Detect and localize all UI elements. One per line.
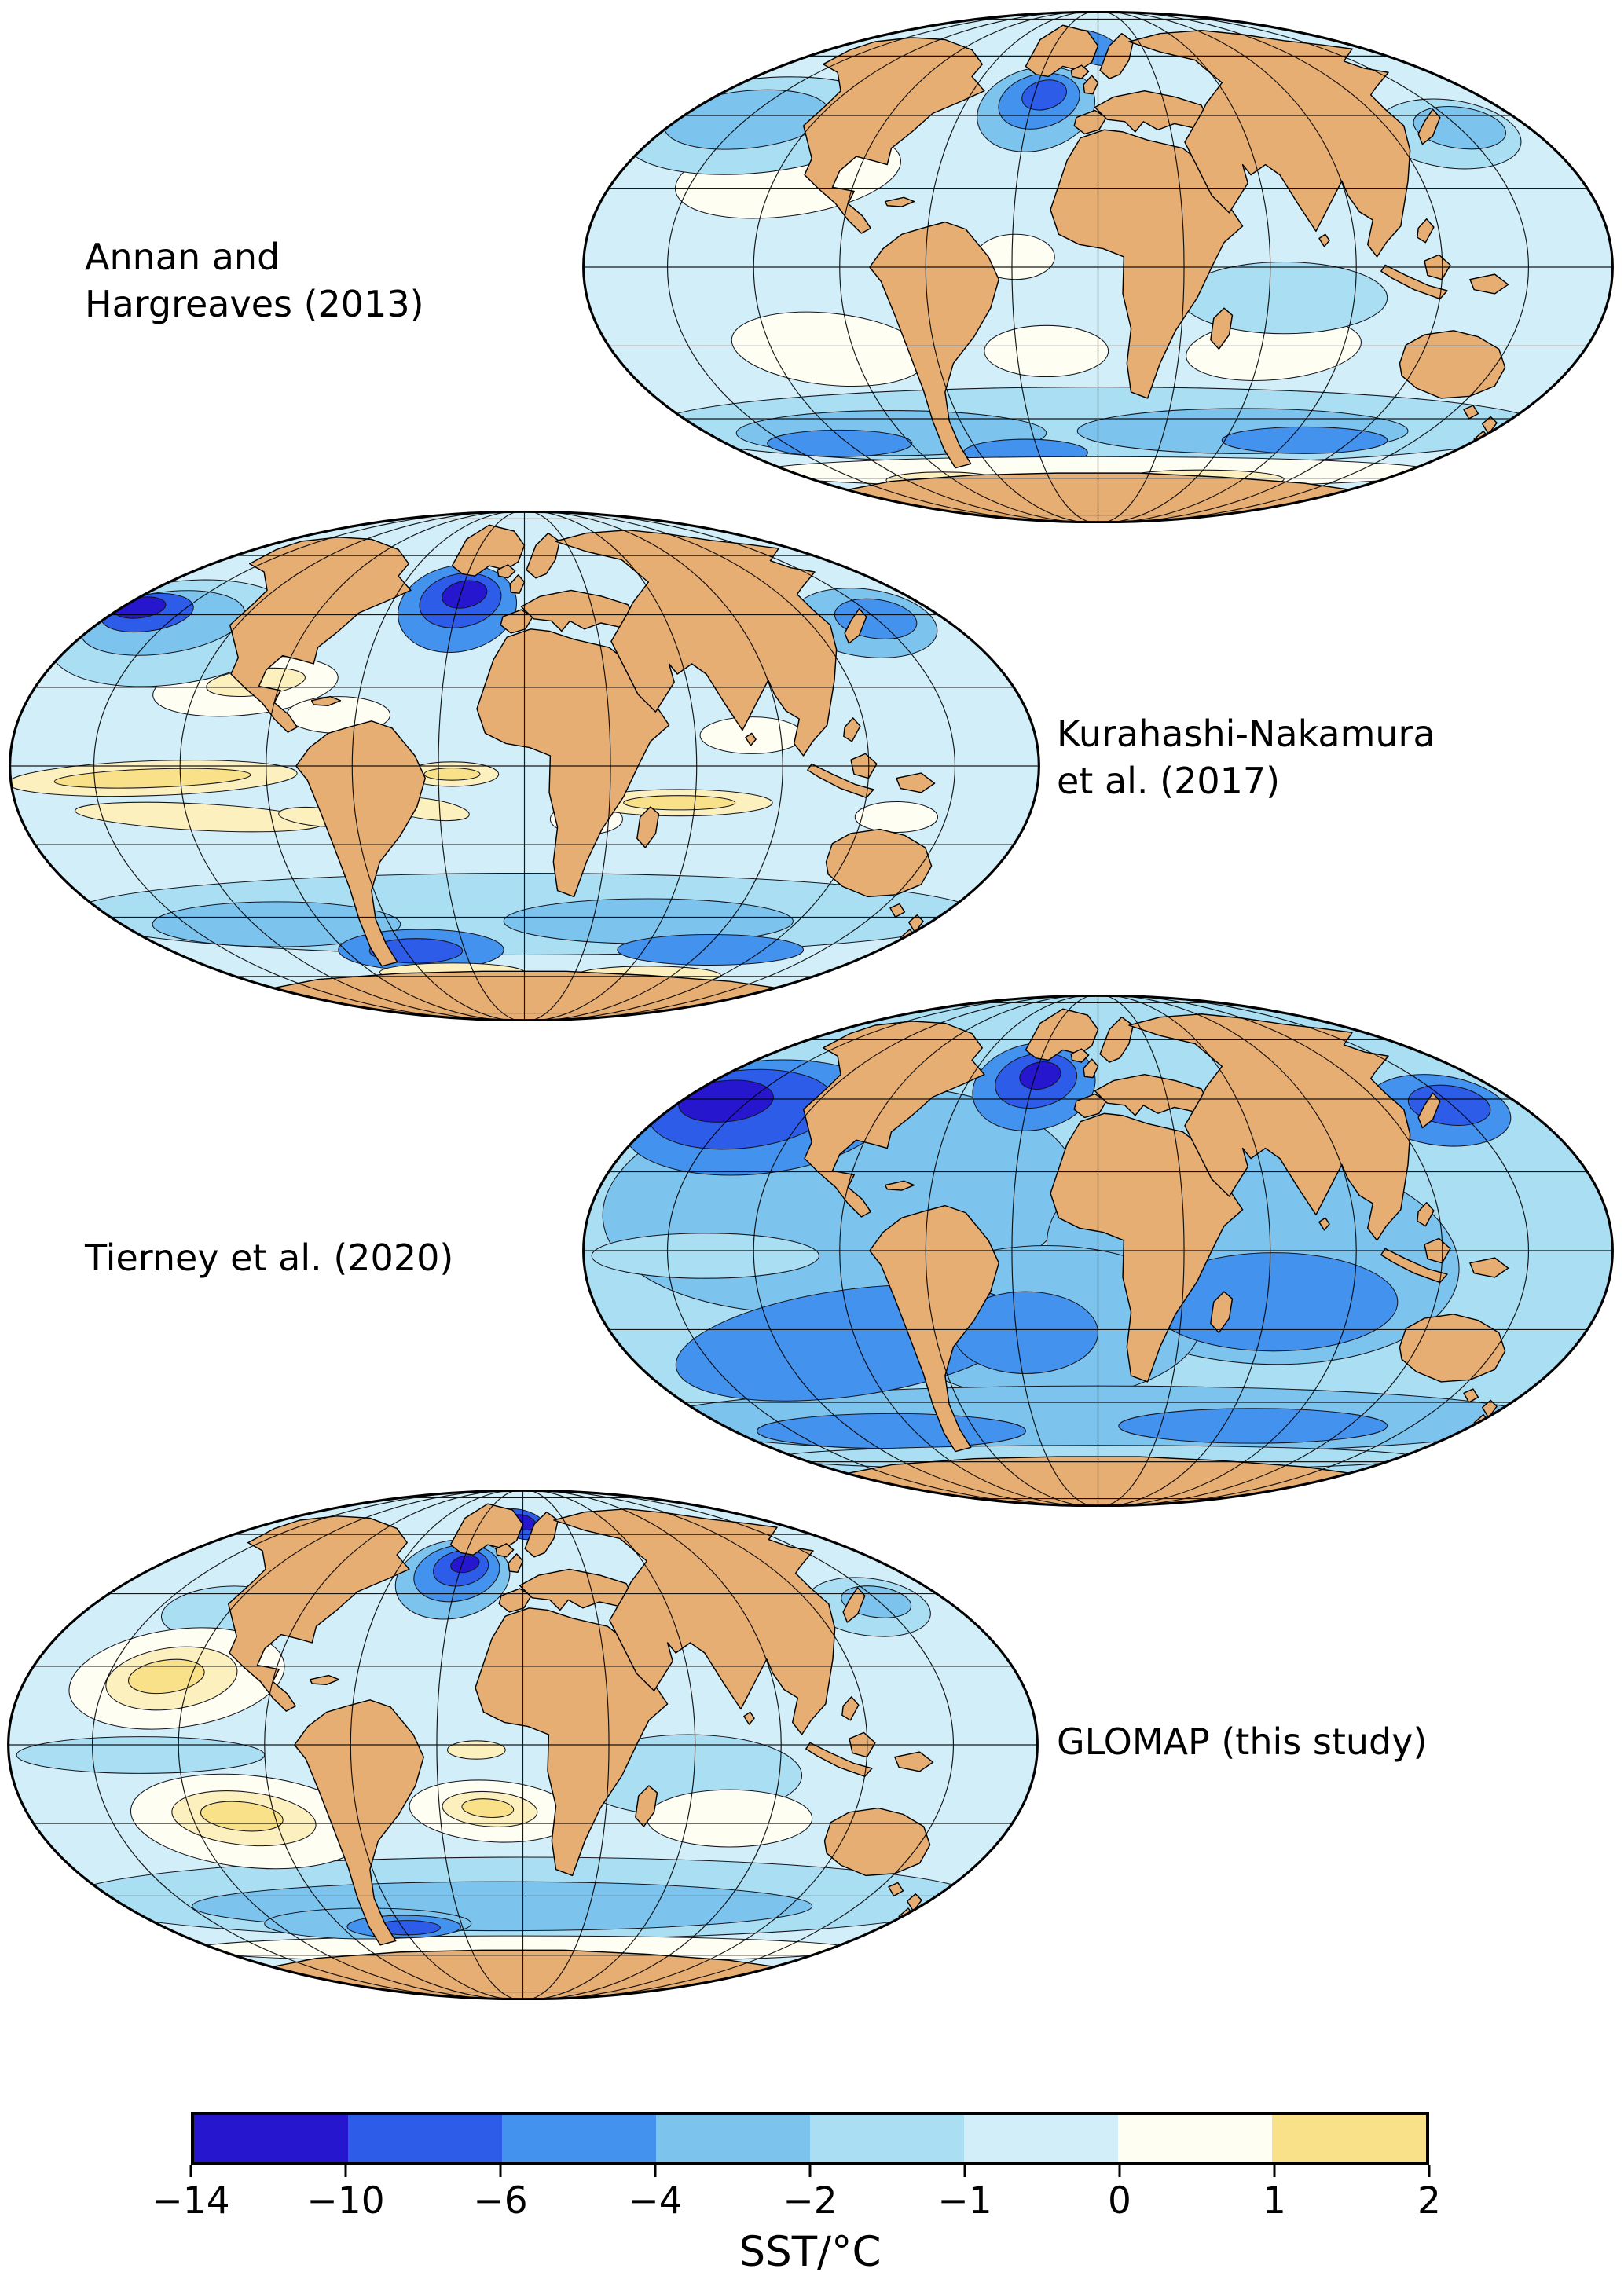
colorbar-tick-label: −6 <box>473 2179 528 2223</box>
colorbar-ticklabels: −14 −10 −6 −4 −2 −1 0 1 2 <box>152 2179 1441 2226</box>
colorbar-tick-label: 1 <box>1263 2179 1286 2223</box>
colorbar-tick-label: −1 <box>937 2179 992 2223</box>
colorbar-tick-mark <box>1118 2165 1121 2177</box>
colorbar-axis-label: SST/°C <box>739 2228 882 2272</box>
panel-label-annan: Annan and Hargreaves (2013) <box>85 236 424 325</box>
colorbar-segment <box>656 2115 810 2162</box>
map-clip-group <box>583 12 1613 522</box>
colorbar-segment <box>964 2115 1118 2162</box>
map-outline <box>7 1490 1039 2000</box>
colorbar-bar <box>191 2112 1429 2165</box>
map-kurahashi-nakamura <box>9 511 1040 1021</box>
map-tierney <box>582 995 1614 1507</box>
colorbar-tick-mark <box>1428 2165 1431 2177</box>
panel-label-kurahashi: Kurahashi-Nakamura et al. (2017) <box>1057 713 1435 802</box>
colorbar-tick-mark <box>499 2165 502 2177</box>
colorbar-tick-label: 2 <box>1417 2179 1441 2223</box>
map-clip-group <box>9 511 1039 1021</box>
colorbar-segment <box>348 2115 502 2162</box>
colorbar-tick-mark <box>189 2165 192 2177</box>
map-annan-hargreaves <box>582 11 1614 523</box>
colorbar-tick-mark <box>963 2165 966 2177</box>
colorbar-tick-label: 0 <box>1108 2179 1131 2223</box>
colorbar-tick-label: −10 <box>306 2179 385 2223</box>
map-glomap <box>7 1490 1039 2000</box>
map-outline <box>582 11 1614 523</box>
colorbar-segment <box>1118 2115 1272 2162</box>
colorbar-ticks <box>189 2165 1431 2178</box>
colorbar-tick-label: −14 <box>152 2179 230 2223</box>
colorbar-segment <box>194 2115 348 2162</box>
panel-label-glomap: GLOMAP (this study) <box>1057 1720 1428 1763</box>
colorbar-segment <box>1272 2115 1426 2162</box>
panel-label-tierney: Tierney et al. (2020) <box>85 1237 454 1279</box>
colorbar-tick-mark <box>344 2165 347 2177</box>
map-outline <box>9 511 1040 1021</box>
colorbar-segment <box>810 2115 964 2162</box>
colorbar-tick-label: −2 <box>783 2179 838 2223</box>
colorbar-tick-mark <box>654 2165 657 2177</box>
map-clip-group <box>583 995 1613 1506</box>
colorbar-tick-label: −4 <box>628 2179 683 2223</box>
colorbar-tick-mark <box>808 2165 812 2177</box>
colorbar-tick-mark <box>1273 2165 1276 2177</box>
map-clip-group <box>8 1490 1038 1999</box>
colorbar-segment <box>502 2115 656 2162</box>
map-outline <box>582 995 1614 1507</box>
